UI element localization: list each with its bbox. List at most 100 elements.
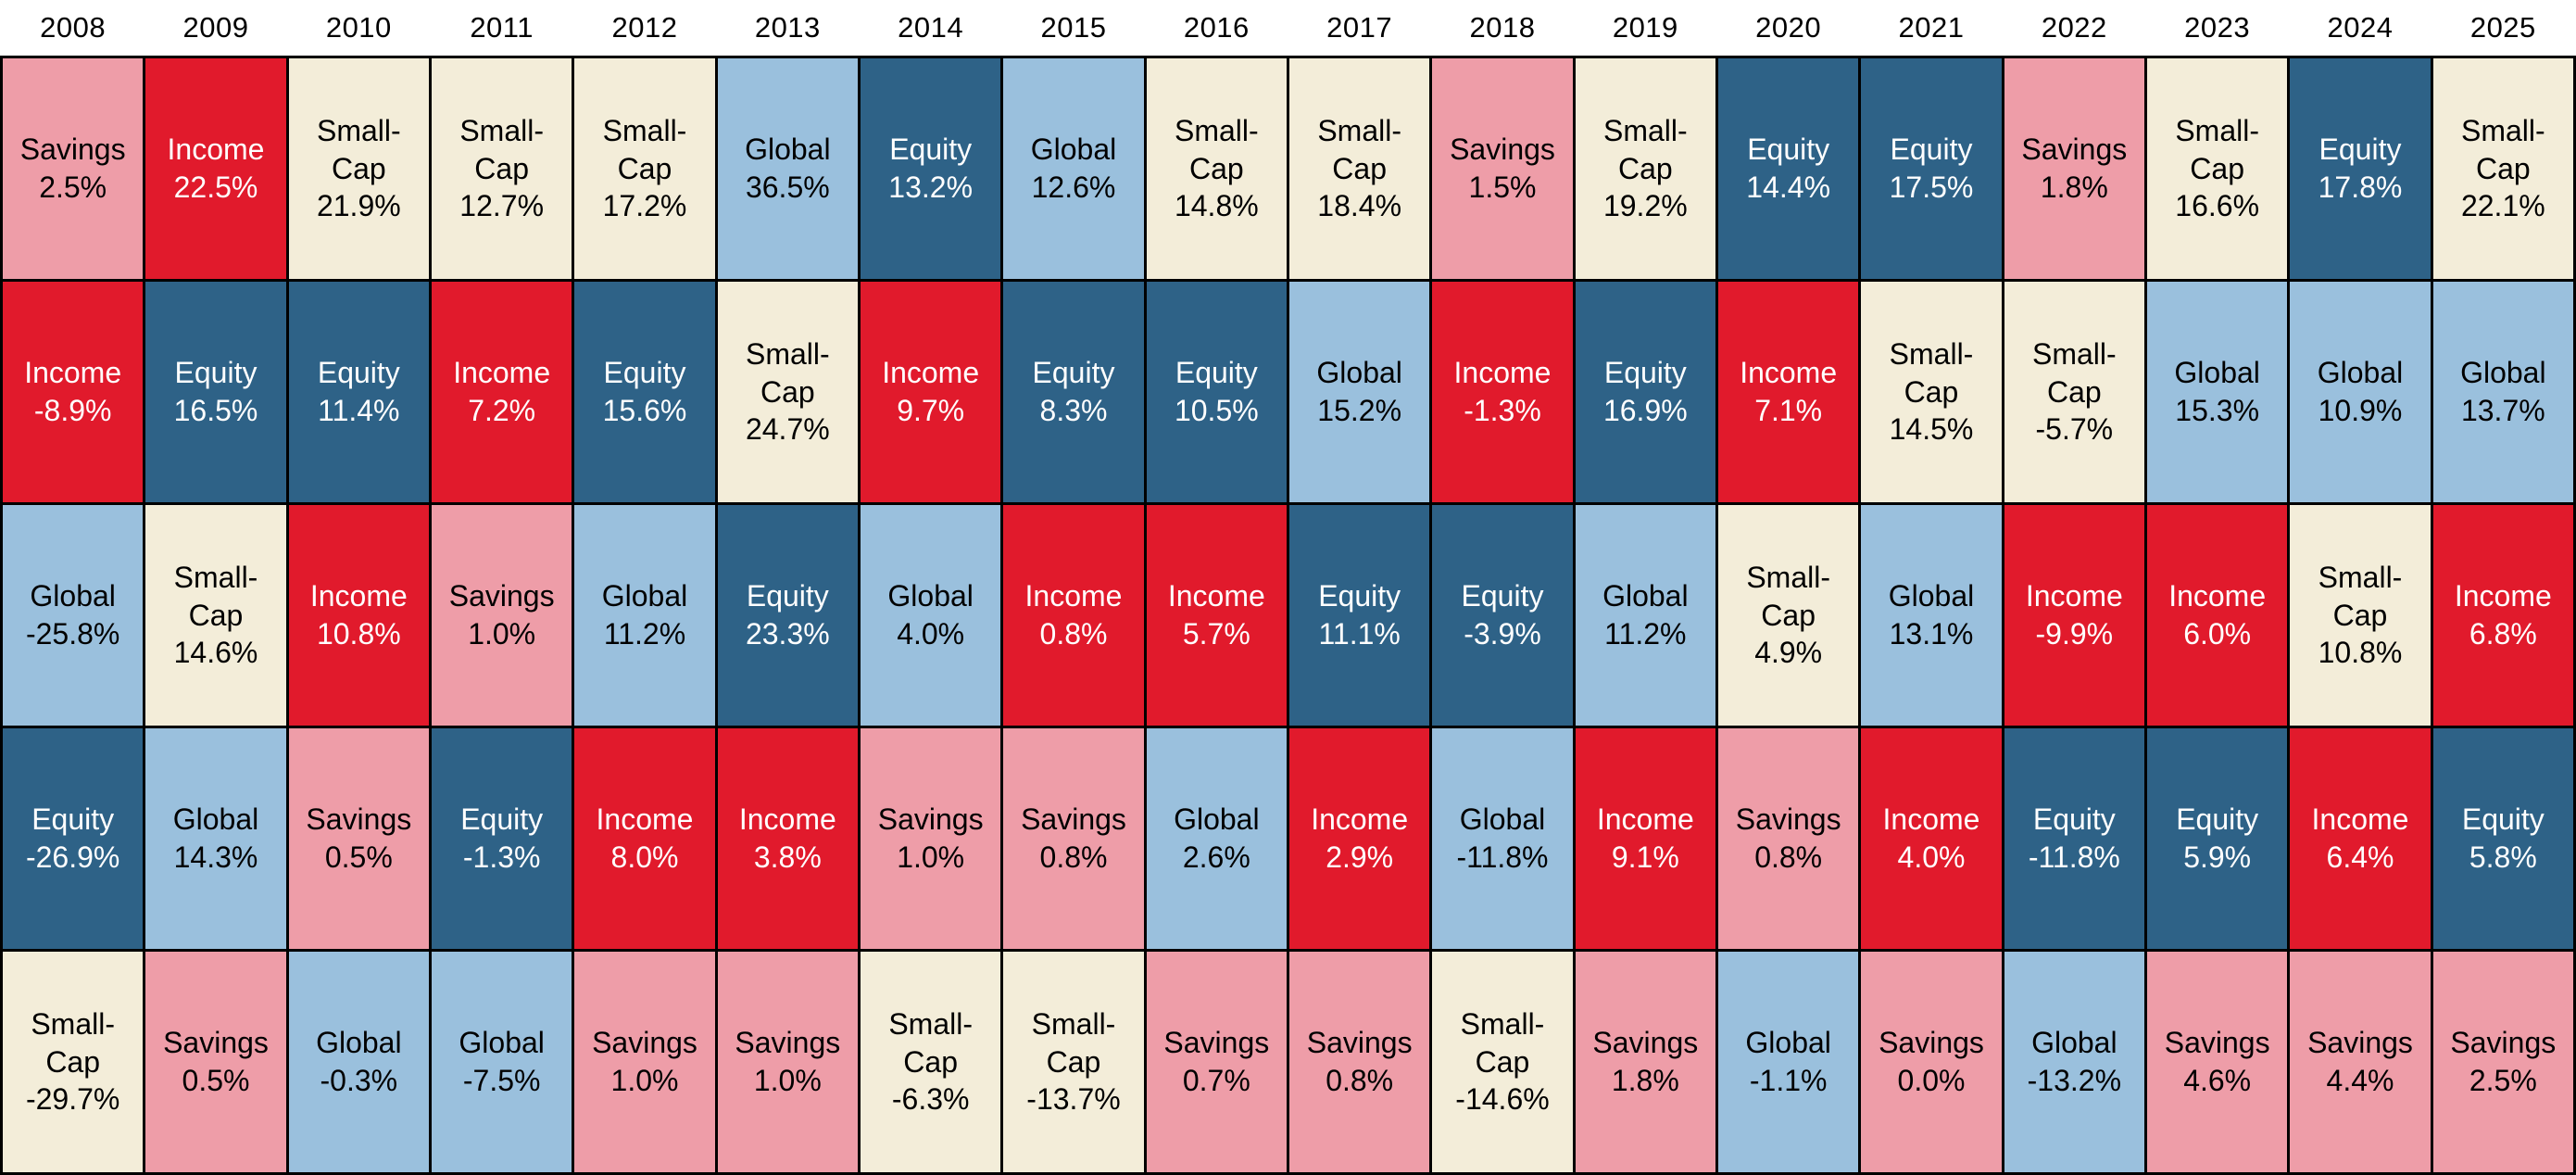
asset-return-value: 1.0% xyxy=(610,1064,679,1097)
asset-name: Global xyxy=(1174,802,1260,837)
asset-name: Equity xyxy=(174,356,258,390)
return-cell: Savings 2.5% xyxy=(2432,952,2573,1172)
asset-name: Equity xyxy=(317,356,400,390)
asset-name: Income xyxy=(309,579,408,613)
return-cell: Equity -11.8% xyxy=(2004,728,2144,949)
asset-name: Savings xyxy=(19,133,126,167)
asset-name: Income xyxy=(1024,579,1123,613)
return-cell: Savings 1.0% xyxy=(860,728,1001,949)
asset-return-value: -11.8% xyxy=(1456,840,1549,874)
return-cell: Global 15.2% xyxy=(1288,282,1430,502)
asset-return-value: 7.2% xyxy=(468,394,536,427)
return-cell: Income 4.0% xyxy=(1861,728,2002,949)
asset-name: Small-Cap xyxy=(1174,113,1259,185)
asset-name: Equity xyxy=(1318,579,1401,613)
asset-name: Income xyxy=(1882,802,1980,837)
return-cell: Income -9.9% xyxy=(2004,505,2144,726)
return-cell: Income 0.8% xyxy=(1003,505,1144,726)
asset-return-value: 5.9% xyxy=(2183,840,2252,874)
asset-name: Savings xyxy=(1306,1026,1413,1060)
return-cell: Equity 11.1% xyxy=(1288,505,1430,726)
asset-return-value: 1.8% xyxy=(1611,1064,1679,1097)
return-cell: Savings 0.7% xyxy=(1146,952,1287,1172)
asset-return-value: 5.7% xyxy=(1182,617,1250,651)
return-cell: Equity 13.2% xyxy=(860,58,1001,279)
asset-return-value: 13.2% xyxy=(888,171,974,204)
year-label: 2018 xyxy=(1469,11,1536,44)
year-label: 2024 xyxy=(2327,11,2394,44)
return-cell: Global 10.9% xyxy=(2290,282,2431,502)
asset-return-value: -13.2% xyxy=(2027,1064,2122,1097)
return-cell: Income 7.2% xyxy=(431,282,572,502)
return-cell: Income 9.7% xyxy=(860,282,1001,502)
return-cell: Equity 16.5% xyxy=(145,282,286,502)
asset-return-value: 13.7% xyxy=(2460,394,2545,427)
asset-return-value: 6.4% xyxy=(2326,840,2394,874)
return-cell: Savings 0.5% xyxy=(145,952,286,1172)
asset-return-value: -6.3% xyxy=(891,1082,970,1117)
return-cell: Income 9.1% xyxy=(1575,728,1715,949)
asset-return-value: -14.6% xyxy=(1455,1082,1550,1117)
asset-name: Global xyxy=(887,579,974,613)
return-cell: Small-Cap 22.1% xyxy=(2432,58,2573,279)
return-cell: Income 3.8% xyxy=(717,728,858,949)
return-cell: Small-Cap 16.6% xyxy=(2146,58,2288,279)
asset-return-value: 13.1% xyxy=(1889,617,1974,651)
return-cell: Equity 16.9% xyxy=(1575,282,1715,502)
asset-return-value: -29.7% xyxy=(25,1082,120,1117)
asset-name: Income xyxy=(596,802,694,837)
asset-return-value: -1.1% xyxy=(1749,1064,1828,1097)
return-cell: Savings 4.4% xyxy=(2290,952,2431,1172)
return-cell: Global 11.2% xyxy=(1575,505,1715,726)
asset-return-value: -26.9% xyxy=(25,840,120,874)
asset-return-value: 8.0% xyxy=(610,840,679,874)
return-cell: Global 13.7% xyxy=(2432,282,2573,502)
asset-return-value: -5.7% xyxy=(2035,412,2114,447)
asset-return-value: 7.1% xyxy=(1754,394,1823,427)
asset-name: Global xyxy=(2174,356,2260,390)
year-label: 2013 xyxy=(754,11,821,44)
return-cell: Small-Cap 14.8% xyxy=(1146,58,1287,279)
return-cell: Global 12.6% xyxy=(1003,58,1144,279)
asset-return-value: 18.4% xyxy=(1317,189,1402,223)
year-label: 2020 xyxy=(1755,11,1822,44)
return-cell: Equity 5.8% xyxy=(2432,728,2573,949)
asset-return-value: 11.2% xyxy=(603,617,686,651)
returns-grid: Savings 2.5% Income -8.9% Global -25.8% Equity… xyxy=(0,56,2576,1175)
return-cell: Equity -1.3% xyxy=(431,728,572,949)
asset-return-value: -7.5% xyxy=(462,1064,541,1097)
year-label: 2008 xyxy=(40,11,107,44)
asset-name: Income xyxy=(1311,802,1409,837)
return-cell: Small-Cap 21.9% xyxy=(288,58,429,279)
return-cell: Small-Cap 17.2% xyxy=(574,58,715,279)
asset-name: Global xyxy=(316,1026,402,1060)
return-cell: Global -11.8% xyxy=(1432,728,1573,949)
return-cell: Small-Cap -5.7% xyxy=(2004,282,2144,502)
asset-return-value: 19.2% xyxy=(1602,189,1688,223)
asset-name: Income xyxy=(167,133,265,167)
asset-name: Global xyxy=(2031,1026,2117,1060)
asset-name: Savings xyxy=(2021,133,2128,167)
asset-return-value: 2.9% xyxy=(1326,840,1394,874)
return-cell: Savings 1.0% xyxy=(574,952,715,1172)
asset-return-value: 10.8% xyxy=(316,617,401,651)
return-cell: Savings 0.8% xyxy=(1717,728,1859,949)
asset-return-value: 17.5% xyxy=(1889,171,1974,204)
asset-return-value: -1.3% xyxy=(462,840,541,874)
asset-return-value: 16.6% xyxy=(2175,189,2260,223)
year-label: 2011 xyxy=(470,11,534,44)
year-label: 2025 xyxy=(2469,11,2536,44)
asset-name: Savings xyxy=(1163,1026,1270,1060)
return-cell: Global -1.1% xyxy=(1717,952,1859,1172)
return-cell: Small-Cap 18.4% xyxy=(1288,58,1430,279)
asset-return-value: -9.9% xyxy=(2035,617,2114,651)
return-cell: Global -0.3% xyxy=(288,952,429,1172)
return-cell: Global -25.8% xyxy=(3,505,144,726)
return-cell: Income 6.8% xyxy=(2432,505,2573,726)
year-label: 2023 xyxy=(2184,11,2251,44)
asset-name: Small-Cap xyxy=(1602,113,1688,185)
return-cell: Savings 2.5% xyxy=(3,58,144,279)
asset-return-value: 14.3% xyxy=(173,840,258,874)
return-cell: Equity 5.9% xyxy=(2146,728,2288,949)
